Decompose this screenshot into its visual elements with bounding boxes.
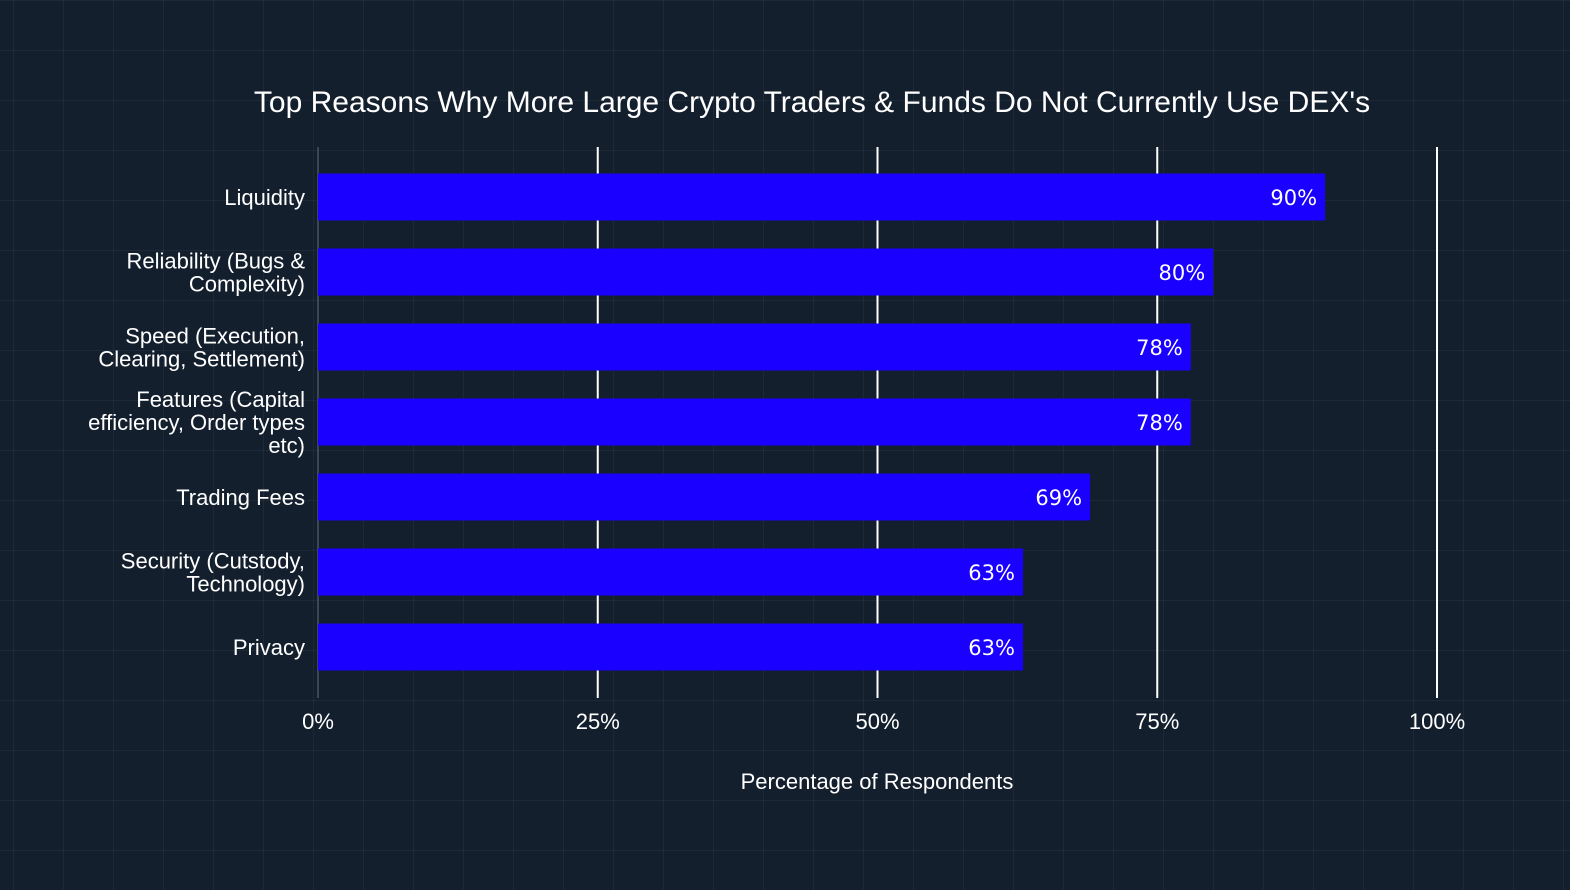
x-tick-label: 0% xyxy=(302,709,334,734)
x-tick-label: 25% xyxy=(576,709,620,734)
chart-title: Top Reasons Why More Large Crypto Trader… xyxy=(254,86,1370,119)
category-label-line: Features (Capital xyxy=(136,387,305,412)
data-label: 78% xyxy=(1136,336,1183,360)
category-label-line: Trading Fees xyxy=(176,485,305,510)
bar xyxy=(318,623,1023,671)
category-label-line: etc) xyxy=(268,433,305,458)
bar xyxy=(318,248,1214,296)
category-label: Liquidity xyxy=(224,185,305,210)
bar xyxy=(318,548,1023,596)
x-axis-title: Percentage of Respondents xyxy=(741,769,1014,794)
bar xyxy=(318,173,1326,221)
category-label-line: Liquidity xyxy=(224,185,305,210)
category-label-line: Speed (Execution, xyxy=(125,324,305,349)
category-label-line: Complexity) xyxy=(189,272,305,297)
category-label-line: Clearing, Settlement) xyxy=(98,347,305,372)
category-label-line: Privacy xyxy=(233,635,305,660)
x-tick-label: 50% xyxy=(855,709,899,734)
category-label: Speed (Execution, Clearing, Settlement) xyxy=(98,324,305,372)
category-label: Features (Capital efficiency, Order types… xyxy=(88,387,305,458)
category-label: Privacy xyxy=(233,635,305,660)
x-tick-label: 100% xyxy=(1409,709,1465,734)
category-label: Security (Cutstody, Technology) xyxy=(121,549,305,597)
bar xyxy=(318,323,1191,371)
category-label: Reliability (Bugs & Complexity) xyxy=(126,249,305,297)
category-label-line: efficiency, Order types xyxy=(88,410,305,435)
category-label-line: Reliability (Bugs & xyxy=(126,249,305,274)
bar xyxy=(318,398,1191,446)
data-label: 63% xyxy=(968,636,1015,660)
data-label: 78% xyxy=(1136,411,1183,435)
category-label-line: Security (Cutstody, xyxy=(121,549,305,574)
bar xyxy=(318,473,1091,521)
category-label-line: Technology) xyxy=(186,572,305,597)
data-label: 80% xyxy=(1159,261,1206,285)
bars: 90% 80% 78% 78% 69% 63% 63% xyxy=(318,173,1326,671)
category-labels: Liquidity Reliability (Bugs & Complexity) S… xyxy=(88,185,305,660)
data-label: 69% xyxy=(1035,486,1082,510)
category-label: Trading Fees xyxy=(176,485,305,510)
data-label: 63% xyxy=(968,561,1015,585)
x-tick-label: 75% xyxy=(1135,709,1179,734)
data-label: 90% xyxy=(1270,186,1317,210)
x-tick-labels: 0% 25% 50% 75% 100% xyxy=(302,709,1465,734)
